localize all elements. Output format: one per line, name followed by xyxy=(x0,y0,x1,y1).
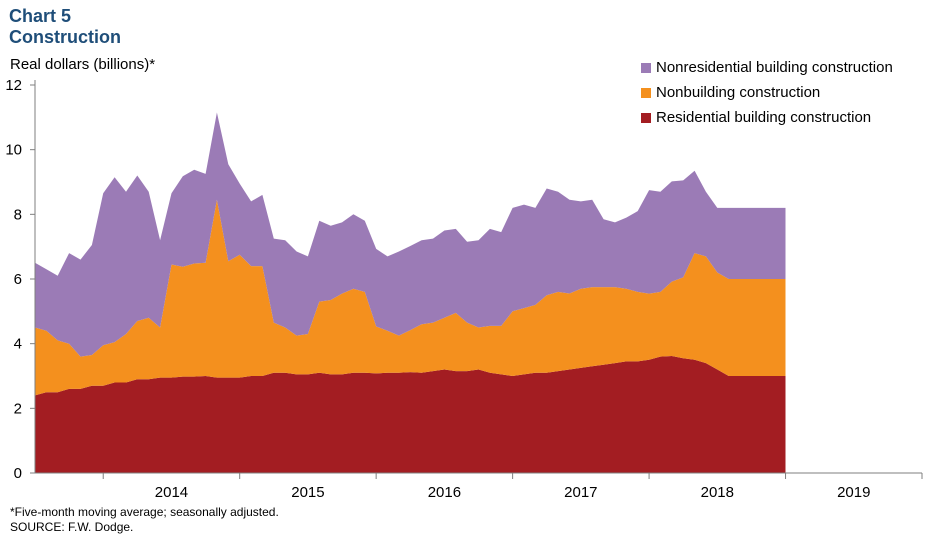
legend-swatch-nonbuilding xyxy=(641,87,651,98)
area-series-group xyxy=(35,112,786,473)
x-tick-label: 2019 xyxy=(837,484,870,501)
x-tick-label: 2017 xyxy=(564,484,597,501)
y-tick-label: 12 xyxy=(5,77,22,94)
x-tick-label: 2016 xyxy=(428,484,461,501)
y-tick-label: 2 xyxy=(14,400,22,417)
x-tick-label: 2014 xyxy=(155,484,188,501)
legend-item-residential: Residential building construction xyxy=(641,105,893,130)
legend-label-nonbuilding: Nonbuilding construction xyxy=(656,84,821,101)
area-series-residential xyxy=(35,356,786,473)
y-tick-label: 6 xyxy=(14,271,22,288)
legend-label-residential: Residential building construction xyxy=(656,109,872,126)
footnote: *Five-month moving average; seasonally a… xyxy=(10,505,279,519)
legend-label-nonresidential: Nonresidential building construction xyxy=(656,59,893,76)
legend-swatch-nonresidential xyxy=(641,62,651,73)
area-series-nonbuilding xyxy=(35,199,786,396)
legend: Nonresidential building construction Non… xyxy=(641,55,893,130)
legend-item-nonbuilding: Nonbuilding construction xyxy=(641,80,893,105)
legend-swatch-residential xyxy=(641,112,651,123)
y-tick-label: 8 xyxy=(14,206,22,223)
source-note: SOURCE: F.W. Dodge. xyxy=(10,520,134,534)
chart-title: Construction xyxy=(9,27,121,47)
y-tick-label: 4 xyxy=(14,336,22,353)
x-tick-label: 2015 xyxy=(291,484,324,501)
axes-group: 0 2 4 6 8 10 12 2014 2015 2016 2017 2018 2019 xyxy=(5,77,923,501)
y-tick-label: 10 xyxy=(5,142,22,159)
x-tick-label: 2018 xyxy=(701,484,734,501)
legend-item-nonresidential: Nonresidential building construction xyxy=(641,55,893,80)
y-tick-label: 0 xyxy=(14,465,22,482)
y-axis-unit-label: Real dollars (billions)* xyxy=(10,56,156,73)
area-series-nonresidential xyxy=(35,112,786,357)
chart-number: Chart 5 xyxy=(9,6,72,26)
